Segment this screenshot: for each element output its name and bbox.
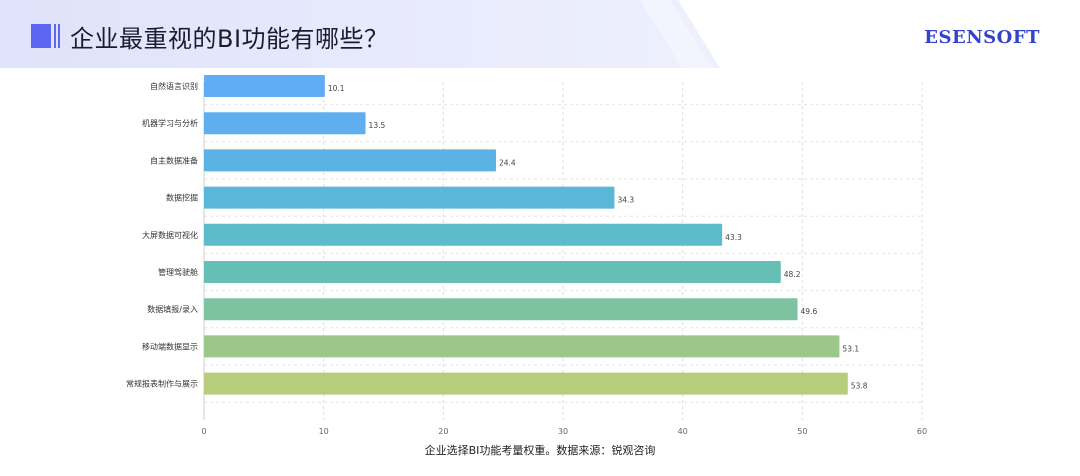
page-title: 企业最重视的BI功能有哪些？ [70,25,389,53]
data-label: 48.2 [784,270,801,279]
data-label: 43.3 [725,233,742,242]
category-label: 自主数据准备 [150,155,198,165]
x-tick-label: 30 [558,427,568,436]
category-label: 数据挖掘 [166,193,198,203]
bar [204,149,496,172]
x-tick-label: 40 [678,427,688,436]
bar [204,223,723,246]
category-label: 移动端数据显示 [142,341,198,351]
header-background [0,0,720,68]
x-tick-label: 20 [438,427,448,436]
category-label: 管理驾驶舱 [158,267,198,277]
bar-chart: 0 10 20 30 40 50 60 自然语言识别 10.1 机器学习与分析 13.5 自主数据准备… [126,66,927,436]
header-band: 企业最重视的BI功能有哪些？ ESENSOFT [0,0,1080,68]
x-tick-label: 10 [319,427,329,436]
x-tick-label: 0 [201,427,206,436]
category-label: 数据填报/录入 [147,304,198,314]
data-label: 53.1 [842,344,859,353]
category-label: 机器学习与分析 [142,118,198,128]
bar [204,186,615,209]
x-tick-label: 50 [797,427,807,436]
data-label: 53.8 [851,382,868,391]
chart-area: 0 10 20 30 40 50 60 自然语言识别 10.1 机器学习与分析 13.5 自主数据准备… [0,66,1080,476]
brand-logo: ESENSOFT [924,27,1040,48]
bar [204,261,781,283]
data-label: 24.4 [499,158,516,167]
data-label: 49.6 [801,307,818,316]
data-label: 10.1 [328,84,345,93]
bar [204,335,840,358]
chart-caption: 企业选择BI功能考量权重。数据来源：锐观咨询 [424,444,656,457]
data-label: 13.5 [369,121,386,130]
bar [204,298,798,321]
data-label: 34.3 [617,196,634,205]
bar [204,112,366,135]
category-label: 大屏数据可视化 [142,230,198,240]
bar [204,75,325,97]
category-label: 常规报表制作与展示 [126,379,198,389]
x-tick-label: 60 [917,427,927,436]
category-label: 自然语言识别 [150,81,198,91]
bar [204,372,848,395]
